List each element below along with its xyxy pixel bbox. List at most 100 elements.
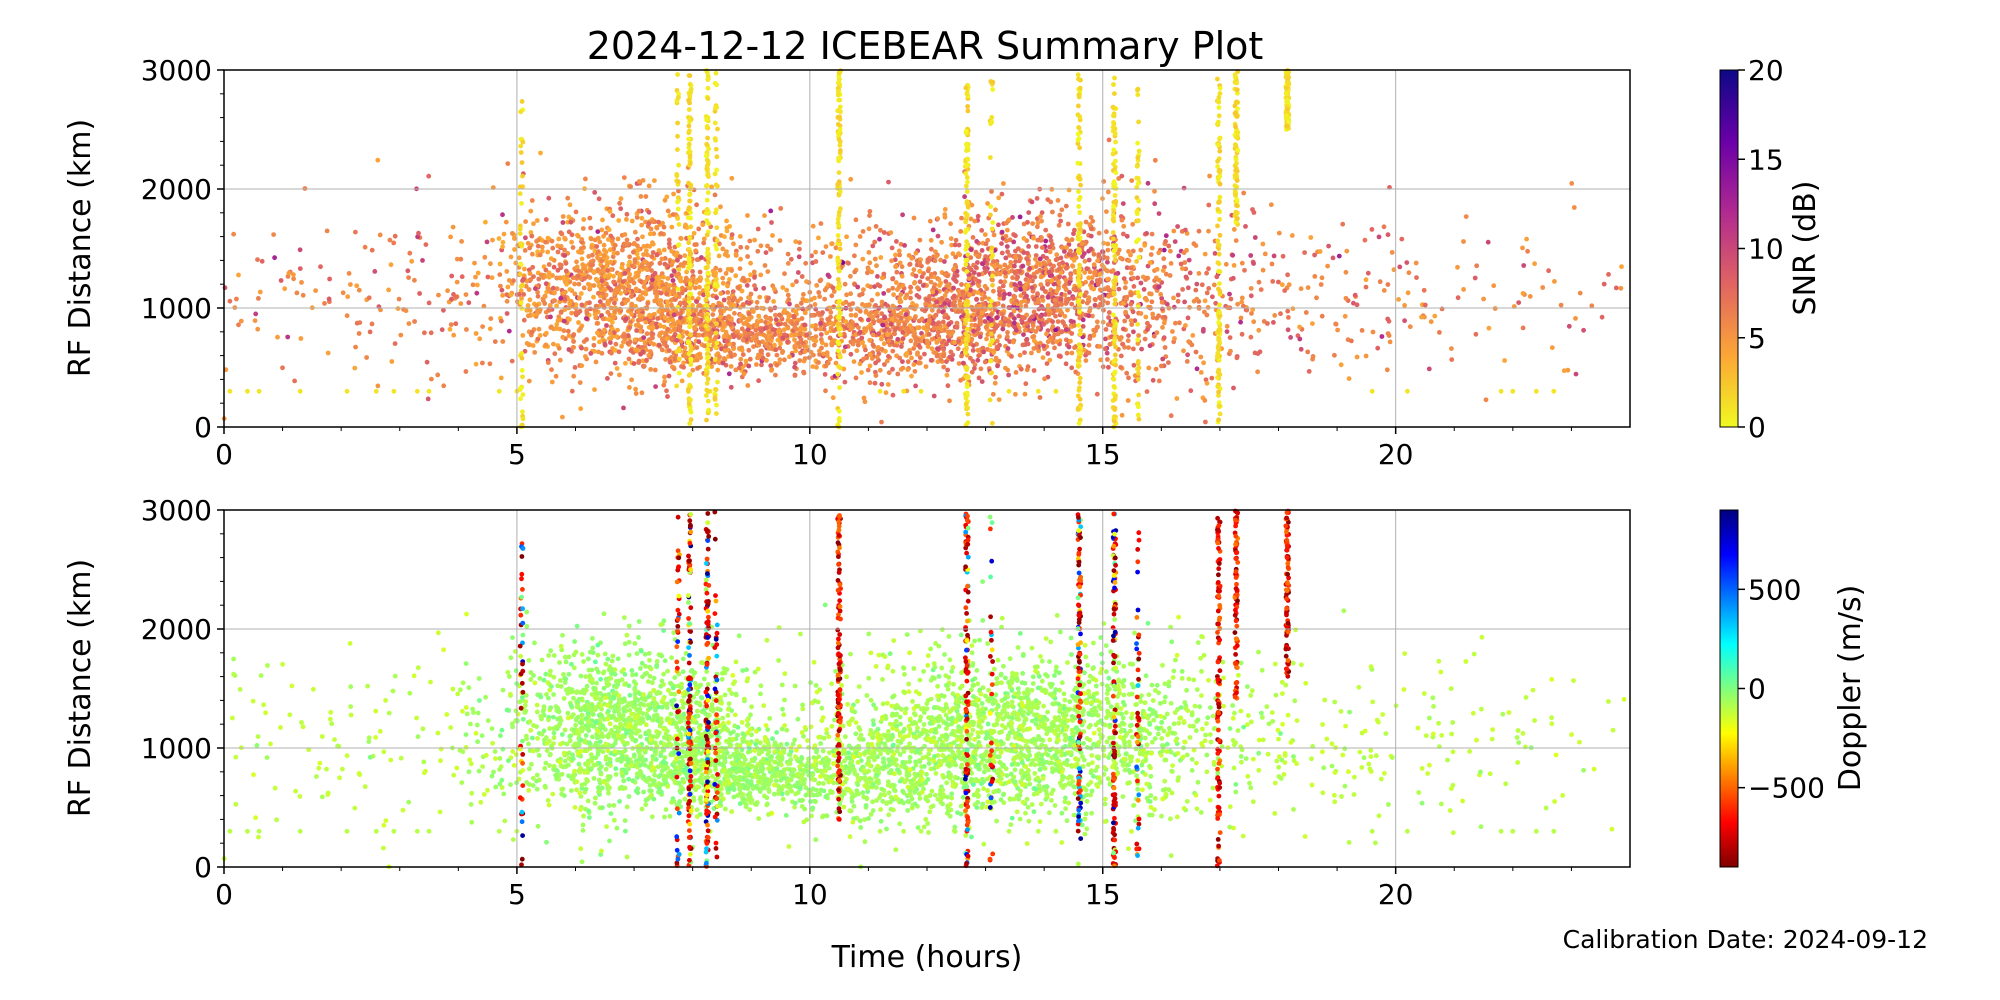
data-point <box>1012 316 1017 321</box>
data-point <box>550 245 556 251</box>
data-point <box>1228 296 1234 302</box>
data-point <box>1297 336 1303 342</box>
data-point <box>960 360 966 366</box>
data-point <box>1175 292 1181 298</box>
data-point <box>1303 310 1309 315</box>
data-point <box>1118 353 1124 359</box>
data-point <box>1407 324 1413 330</box>
data-point <box>634 251 640 257</box>
data-point <box>753 327 759 333</box>
data-point <box>776 328 782 334</box>
data-point <box>621 175 627 181</box>
data-point <box>620 247 625 253</box>
data-point <box>227 298 233 304</box>
data-point <box>768 208 774 214</box>
data-point <box>406 275 411 280</box>
data-point <box>1006 372 1011 378</box>
data-point <box>1239 299 1245 305</box>
data-point <box>1005 265 1010 270</box>
data-point <box>663 357 668 362</box>
data-point <box>935 346 940 352</box>
data-point <box>626 262 631 268</box>
data-point <box>527 297 533 303</box>
data-point <box>1336 253 1342 259</box>
data-point <box>921 283 926 288</box>
data-point <box>873 373 879 378</box>
data-point <box>754 318 760 324</box>
data-point <box>535 308 540 313</box>
data-point <box>1318 282 1324 287</box>
data-point <box>500 244 505 250</box>
data-point <box>1047 249 1053 255</box>
data-point <box>792 373 798 378</box>
data-point <box>1086 313 1092 319</box>
data-point <box>583 354 588 359</box>
data-point <box>1021 332 1026 337</box>
data-point <box>1126 333 1131 338</box>
data-point <box>612 360 618 366</box>
data-point <box>681 353 686 358</box>
data-point <box>755 248 761 254</box>
data-point <box>855 306 861 312</box>
data-point <box>1359 328 1365 333</box>
data-point <box>671 366 677 372</box>
data-point <box>604 323 609 328</box>
data-point <box>1018 366 1024 372</box>
data-point <box>1063 327 1069 333</box>
data-point <box>544 330 549 336</box>
data-point <box>704 183 710 188</box>
data-point <box>1043 248 1049 254</box>
data-point <box>1131 329 1136 335</box>
data-point <box>236 322 241 328</box>
data-point <box>946 322 952 327</box>
data-point <box>751 269 757 275</box>
data-point <box>866 317 871 323</box>
data-point <box>727 335 733 340</box>
data-point <box>1414 275 1419 280</box>
data-point <box>322 301 327 306</box>
data-point <box>939 239 944 245</box>
data-point <box>1126 258 1132 264</box>
data-point <box>669 248 675 254</box>
data-point <box>975 290 981 295</box>
data-point <box>890 285 896 291</box>
data-point <box>641 244 647 249</box>
data-point <box>804 332 810 338</box>
data-point <box>1186 339 1192 344</box>
data-point <box>531 274 536 279</box>
data-point <box>1004 220 1009 226</box>
data-point <box>1121 231 1126 237</box>
data-point <box>498 375 504 381</box>
data-point <box>861 287 866 293</box>
data-point <box>545 249 551 255</box>
data-point <box>697 269 703 275</box>
data-point <box>1379 334 1385 339</box>
data-point <box>1227 291 1232 297</box>
data-point <box>391 240 397 246</box>
data-point <box>692 326 698 331</box>
data-point <box>1017 352 1023 358</box>
data-point <box>894 269 900 275</box>
data-point <box>1354 302 1360 308</box>
data-point <box>835 233 841 238</box>
data-point <box>704 380 710 386</box>
data-point <box>848 291 853 297</box>
data-point <box>1013 286 1018 292</box>
data-point <box>1230 252 1236 258</box>
data-point <box>1106 310 1112 315</box>
data-point <box>517 271 523 277</box>
data-point <box>607 209 613 214</box>
data-point <box>838 109 843 115</box>
data-point <box>1131 284 1137 289</box>
data-point <box>766 333 771 338</box>
data-point <box>996 397 1002 402</box>
data-point <box>745 322 751 328</box>
data-point <box>1239 295 1245 301</box>
data-point <box>994 315 1000 321</box>
data-point <box>1060 260 1065 266</box>
data-point <box>701 240 707 246</box>
data-point <box>627 272 633 277</box>
data-point <box>975 357 981 363</box>
data-point <box>633 347 639 353</box>
data-point <box>982 294 988 300</box>
